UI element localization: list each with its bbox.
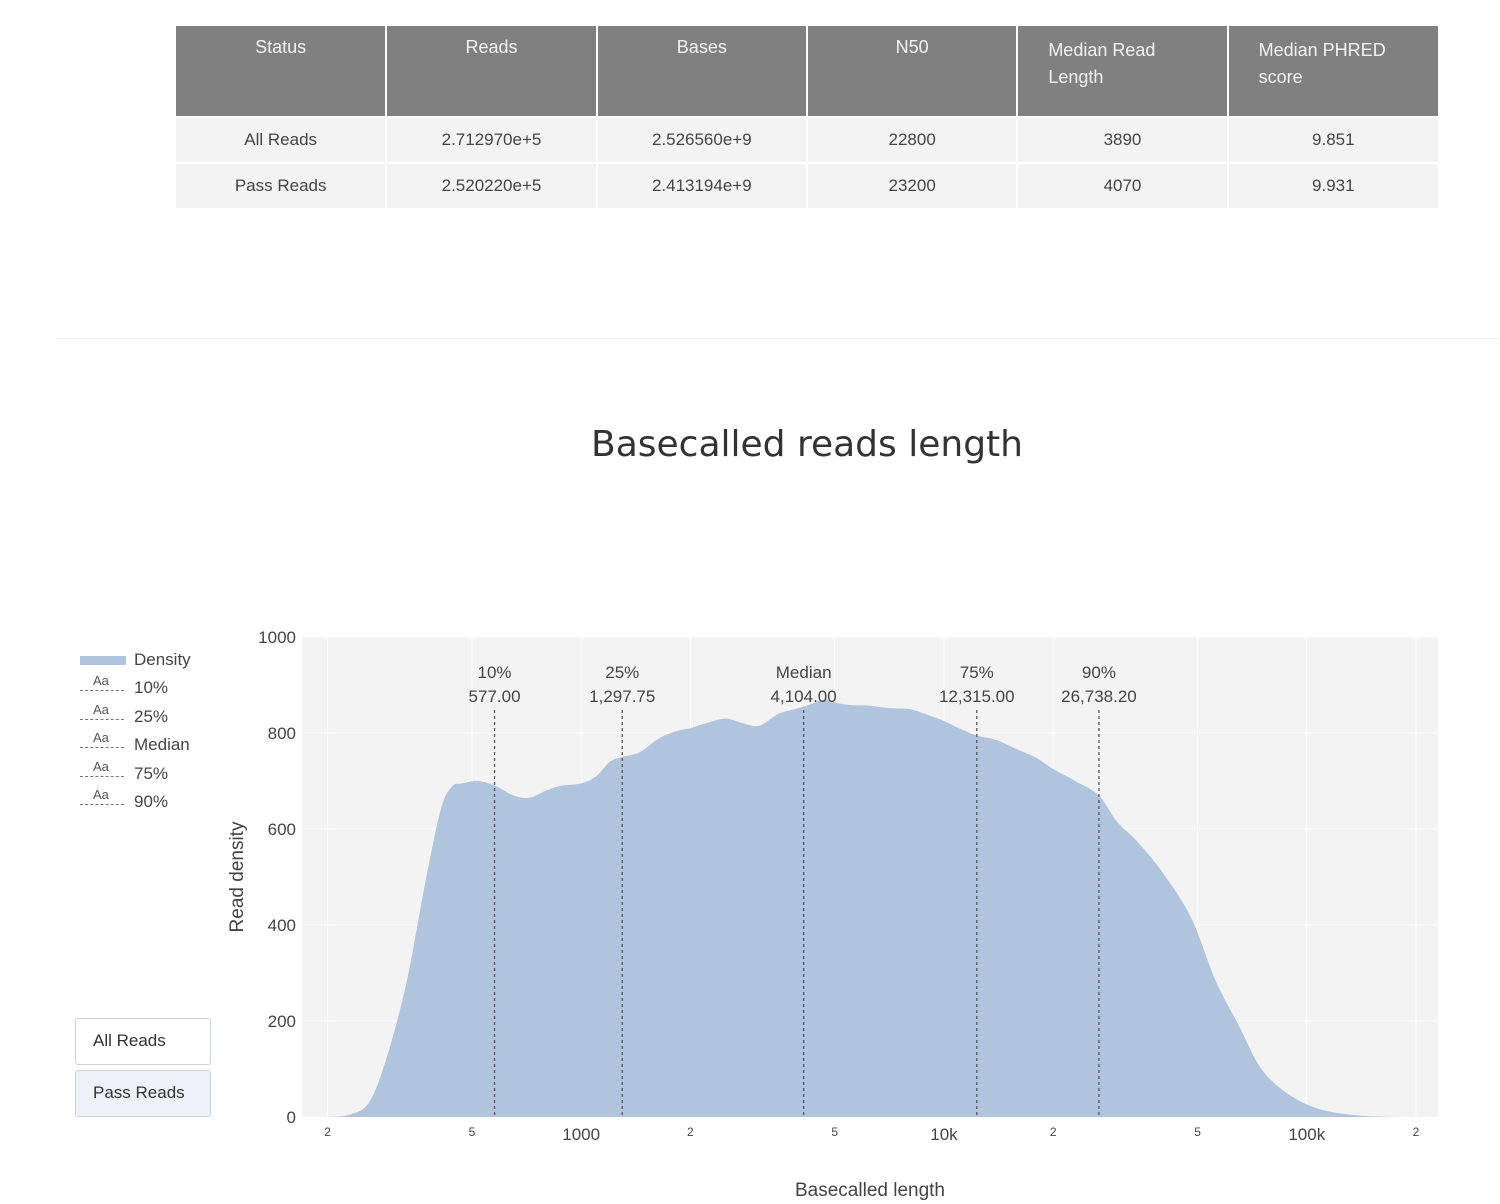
- table-row: Pass Reads 2.520220e+5 2.413194e+9 23200…: [176, 162, 1438, 208]
- col-header-median-read-length: Median Read Length: [1017, 26, 1229, 117]
- table-row: All Reads 2.712970e+5 2.526560e+9 22800 …: [176, 116, 1438, 163]
- legend-label: Density: [134, 650, 191, 669]
- x-tick-label: 5: [1194, 1125, 1201, 1139]
- x-tick-label: 2: [1050, 1125, 1057, 1139]
- quantile-name: Median: [776, 663, 832, 682]
- quantile-value: 26,738.20: [1061, 687, 1137, 706]
- quantile-value: 577.00: [469, 687, 521, 706]
- x-tick-label: 5: [469, 1125, 476, 1139]
- y-tick-label: 800: [268, 724, 296, 743]
- quantile-name: 25%: [605, 663, 639, 682]
- table-cell: 22800: [806, 116, 1019, 163]
- stats-table: Status Reads Bases N50 Median Read Lengt…: [176, 26, 1438, 208]
- quantile-name: 75%: [960, 663, 994, 682]
- quantile-value: 1,297.75: [589, 687, 655, 706]
- quantile-name: 10%: [478, 663, 512, 682]
- table-cell: 2.712970e+5: [386, 116, 598, 163]
- col-header-bases: Bases: [596, 26, 808, 117]
- x-tick-label: 2: [687, 1125, 694, 1139]
- y-tick-label: 1000: [258, 628, 296, 647]
- table-cell: Pass Reads: [176, 162, 388, 208]
- table-cell: 9.931: [1227, 162, 1438, 208]
- col-header-reads: Reads: [386, 26, 598, 117]
- y-tick-label: 400: [268, 916, 296, 935]
- table-cell: 3890: [1017, 116, 1229, 163]
- dashed-line-swatch: [80, 747, 124, 749]
- chart-title: Basecalled reads length: [591, 424, 1023, 465]
- text-swatch-icon: Aa: [93, 730, 109, 746]
- quantile-name: 90%: [1082, 663, 1116, 682]
- y-axis-title: Read density: [227, 821, 248, 932]
- legend-label: 75%: [134, 763, 169, 783]
- dashed-line-swatch: [80, 718, 124, 720]
- section-divider: [56, 338, 1500, 339]
- y-tick-label: 200: [268, 1012, 296, 1031]
- table-cell: 2.413194e+9: [596, 162, 808, 208]
- x-tick-label: 5: [831, 1125, 838, 1139]
- y-tick-label: 0: [287, 1108, 296, 1127]
- x-tick-label: 1000: [562, 1125, 600, 1144]
- dashed-line-swatch: [80, 803, 124, 805]
- x-tick-label: 100k: [1288, 1125, 1325, 1144]
- dashed-line-swatch: [80, 775, 124, 777]
- x-tick-label: 2: [1413, 1125, 1420, 1139]
- table-cell: 2.520220e+5: [386, 162, 598, 208]
- table-cell: 23200: [806, 162, 1019, 208]
- density-area: [327, 699, 1439, 1117]
- col-header-status: Status: [176, 26, 388, 117]
- all-reads-button[interactable]: All Reads: [75, 1018, 211, 1065]
- pass-reads-button[interactable]: Pass Reads: [75, 1070, 211, 1117]
- table-cell: All Reads: [176, 116, 388, 163]
- density-swatch: [80, 656, 126, 665]
- stats-header-row: Status Reads Bases N50 Median Read Lengt…: [176, 26, 1438, 117]
- x-tick-label: 2: [324, 1125, 331, 1139]
- quantile-value: 4,104.00: [771, 687, 837, 706]
- x-tick-label: 10k: [930, 1125, 958, 1144]
- y-tick-label: 600: [268, 820, 296, 839]
- legend-label: 25%: [134, 706, 169, 726]
- table-cell: 2.526560e+9: [596, 116, 808, 163]
- table-cell: 9.851: [1227, 116, 1438, 163]
- text-swatch-icon: Aa: [93, 786, 109, 802]
- quantile-value: 12,315.00: [939, 687, 1015, 706]
- text-swatch-icon: Aa: [93, 701, 109, 717]
- legend-label: 90%: [134, 791, 169, 811]
- col-header-median-phred: Median PHRED score: [1227, 26, 1438, 117]
- dashed-line-swatch: [80, 690, 124, 692]
- col-header-n50: N50: [806, 26, 1019, 117]
- legend-label: Median: [134, 735, 190, 755]
- text-swatch-icon: Aa: [93, 673, 109, 689]
- table-cell: 4070: [1017, 162, 1229, 208]
- text-swatch-icon: Aa: [93, 758, 109, 774]
- legend-label: 10%: [134, 678, 169, 698]
- x-axis-title: Basecalled length: [795, 1180, 945, 1201]
